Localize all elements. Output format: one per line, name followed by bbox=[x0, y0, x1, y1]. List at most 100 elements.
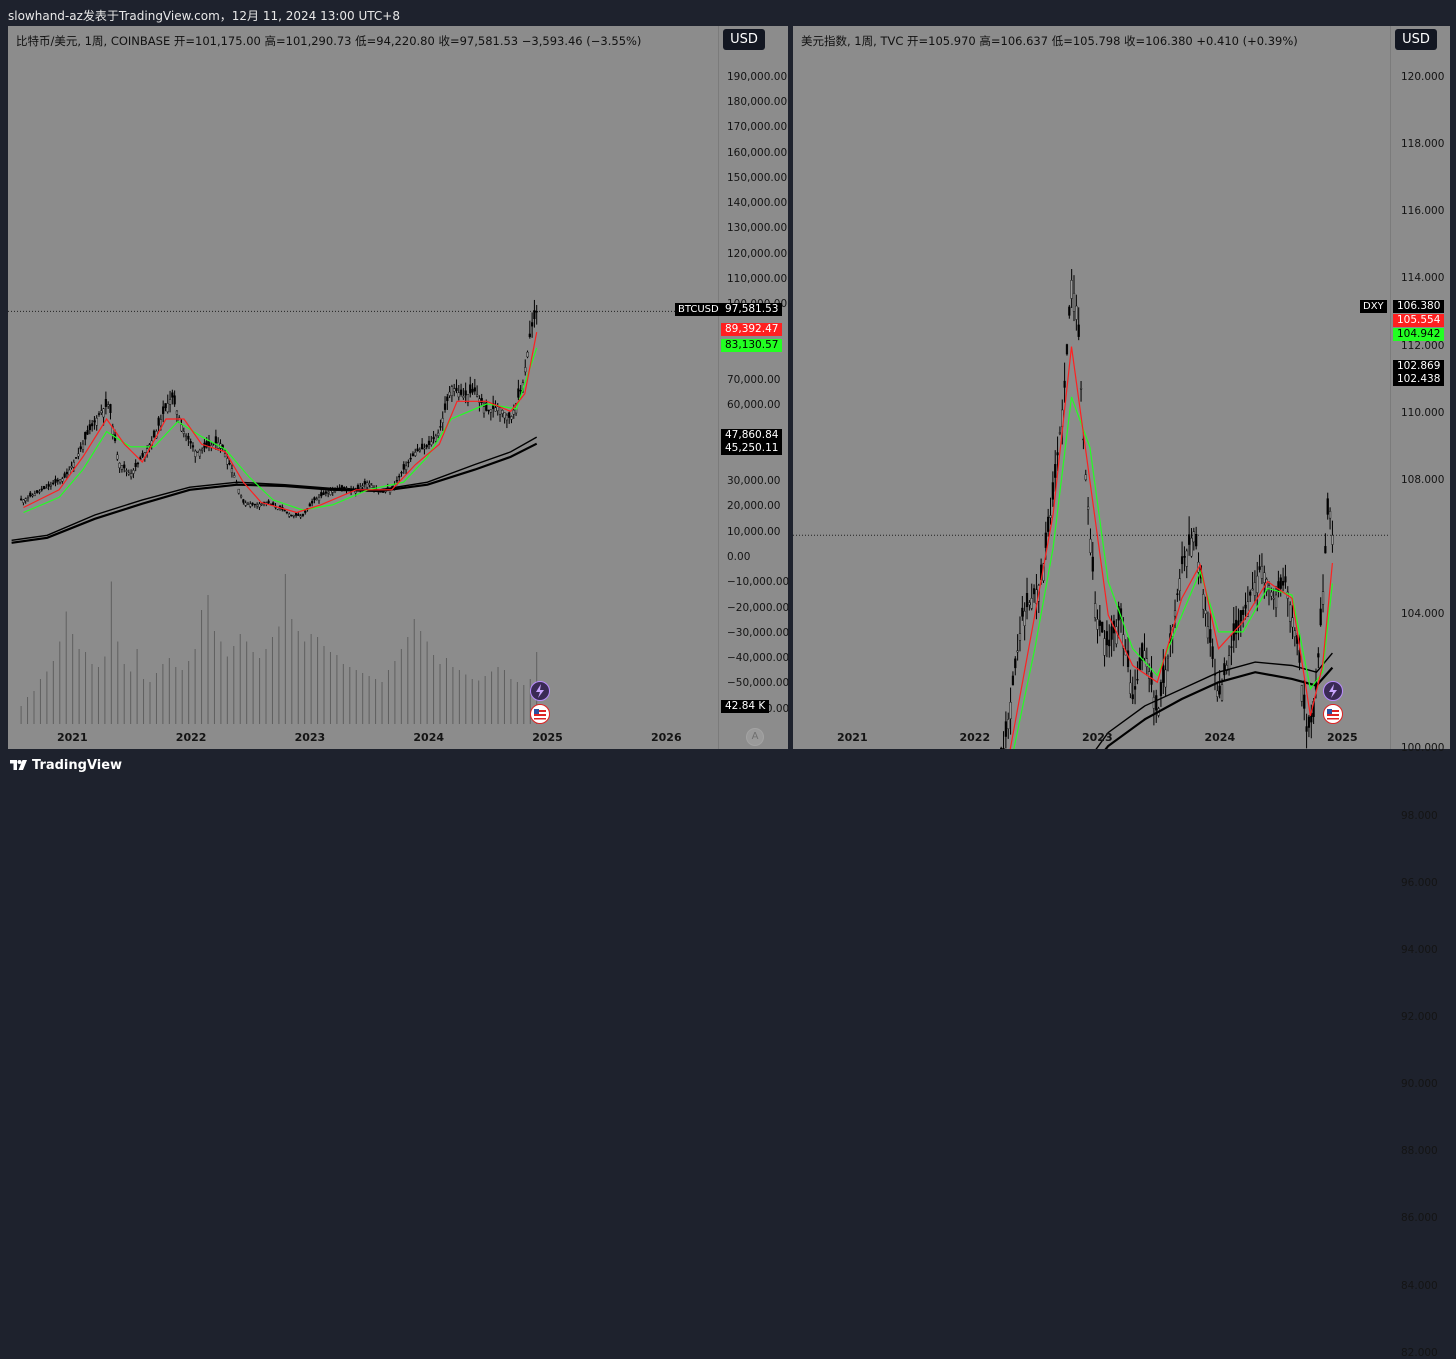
candle-body bbox=[464, 390, 467, 396]
candle-body bbox=[423, 447, 426, 450]
y-tick-label: 94.000 bbox=[1401, 943, 1438, 956]
candle-body bbox=[189, 441, 192, 444]
candle-body bbox=[531, 322, 534, 327]
candle-body bbox=[1317, 653, 1320, 658]
candle-body bbox=[1002, 747, 1005, 749]
btc-chart-panel[interactable]: 比特币/美元, 1周, COINBASE 开=101,175.00 高=101,… bbox=[8, 26, 790, 749]
y-tick-label: 110.000 bbox=[1401, 406, 1445, 419]
y-tick-label: 10,000.00 bbox=[727, 525, 781, 538]
candle-body bbox=[182, 431, 185, 434]
candle-body bbox=[36, 490, 39, 493]
candle-body bbox=[152, 430, 156, 438]
price-axis-divider bbox=[1390, 26, 1391, 749]
candle-body bbox=[1195, 534, 1198, 547]
y-tick-label: 92.000 bbox=[1401, 1010, 1438, 1023]
candle-body bbox=[443, 403, 447, 410]
candle-body bbox=[453, 388, 456, 392]
y-tick-label: 120,000.00 bbox=[727, 247, 788, 260]
candle-body bbox=[84, 431, 87, 440]
candle-body bbox=[104, 399, 107, 407]
candle-body bbox=[535, 311, 538, 313]
candle-body bbox=[1185, 550, 1188, 567]
ma-long1-line bbox=[11, 436, 538, 541]
candle-body bbox=[489, 409, 492, 413]
candle-body bbox=[476, 394, 479, 397]
candle-body bbox=[100, 410, 103, 414]
candle-body bbox=[494, 407, 497, 412]
candle-body bbox=[246, 503, 250, 505]
candle-body bbox=[299, 515, 302, 518]
candle-body bbox=[120, 465, 124, 470]
y-tick-label: −30,000.00 bbox=[727, 626, 790, 639]
candle-body bbox=[512, 409, 515, 415]
candle-body bbox=[56, 479, 59, 482]
candle-body bbox=[75, 457, 78, 459]
candle-body bbox=[1298, 650, 1301, 663]
ma-mid-line bbox=[1013, 396, 1333, 749]
candle-body bbox=[1284, 576, 1287, 583]
candle-body bbox=[1307, 716, 1311, 728]
candle-body bbox=[315, 498, 318, 500]
candle-body bbox=[1103, 638, 1106, 656]
footer-brand[interactable]: TradingView bbox=[32, 758, 123, 773]
currency-button[interactable]: USD bbox=[1395, 29, 1437, 50]
dxy-chart-svg[interactable] bbox=[793, 26, 1450, 749]
candle-body bbox=[63, 473, 66, 478]
candle-body bbox=[361, 485, 364, 488]
candle-body bbox=[1235, 619, 1238, 635]
candle-body bbox=[1230, 646, 1233, 648]
us-flag-icon[interactable] bbox=[530, 704, 550, 724]
candle-body bbox=[356, 485, 360, 489]
x-tick-label: 2023 bbox=[1082, 731, 1113, 744]
lightning-icon[interactable] bbox=[1323, 681, 1343, 701]
candle-body bbox=[450, 386, 454, 396]
candle-body bbox=[1289, 604, 1292, 622]
candle-body bbox=[127, 472, 130, 475]
candle-body bbox=[157, 417, 160, 426]
candle-body bbox=[395, 480, 399, 482]
candle-body bbox=[61, 478, 64, 482]
lightning-icon[interactable] bbox=[530, 681, 550, 701]
candle-body bbox=[1025, 593, 1029, 608]
us-flag-icon[interactable] bbox=[1323, 704, 1343, 724]
candle-body bbox=[1009, 702, 1012, 719]
dxy-chart-panel[interactable]: 美元指数, 1周, TVC 开=105.970 高=106.637 低=105.… bbox=[793, 26, 1450, 1359]
candle-body bbox=[93, 420, 96, 423]
candle-body bbox=[1094, 603, 1097, 619]
auto-scale-icon[interactable]: A bbox=[746, 728, 764, 746]
currency-button[interactable]: USD bbox=[723, 29, 765, 50]
candle-body bbox=[480, 397, 483, 403]
x-tick-label: 2023 bbox=[294, 731, 326, 744]
candle-body bbox=[1044, 532, 1047, 548]
candle-body bbox=[1028, 602, 1031, 606]
candle-body bbox=[519, 389, 522, 392]
ma-long2-line bbox=[1104, 666, 1334, 749]
candle-body bbox=[77, 453, 80, 457]
candle-body bbox=[485, 402, 488, 411]
candle-body bbox=[1129, 682, 1132, 694]
candle-body bbox=[65, 471, 69, 475]
candle-body bbox=[459, 389, 463, 395]
candle-body bbox=[1070, 280, 1073, 299]
candle-body bbox=[404, 465, 408, 471]
candle-body bbox=[26, 497, 30, 499]
candle-body bbox=[366, 482, 369, 488]
btc-chart-svg[interactable] bbox=[8, 26, 788, 749]
candle-body bbox=[1000, 747, 1003, 749]
candle-body bbox=[1209, 629, 1212, 643]
y-tick-label: 140,000.00 bbox=[727, 197, 788, 210]
candle-body bbox=[457, 392, 460, 398]
candle-body bbox=[173, 395, 176, 405]
candle-body bbox=[407, 461, 410, 464]
candle-body bbox=[432, 437, 435, 440]
candle-body bbox=[430, 441, 433, 445]
tradingview-logo-icon[interactable] bbox=[10, 758, 28, 772]
y-tick-label: 84.000 bbox=[1401, 1279, 1438, 1292]
candle-body bbox=[1192, 531, 1195, 543]
y-tick-label: 130,000.00 bbox=[727, 222, 788, 235]
candle-body bbox=[1331, 535, 1334, 545]
dxy-ma-long2-tag: 102.438 bbox=[1393, 373, 1445, 386]
candle-body bbox=[1079, 388, 1083, 390]
candle-body bbox=[136, 462, 140, 465]
dxy-symbol-tag: DXY bbox=[1360, 300, 1387, 313]
